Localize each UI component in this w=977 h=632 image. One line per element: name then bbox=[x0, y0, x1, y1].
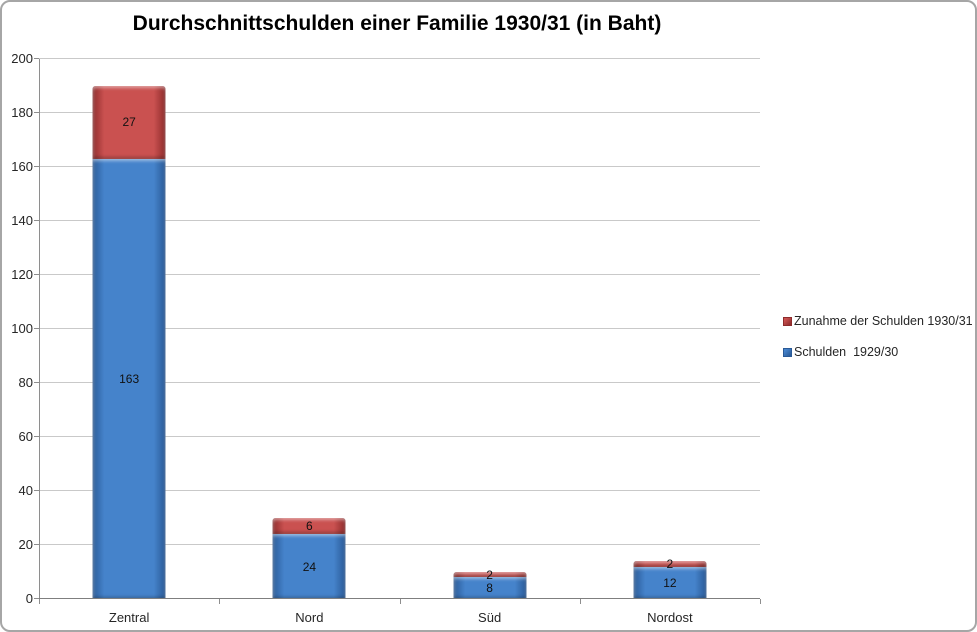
bar-segment: 8 bbox=[453, 577, 527, 599]
gridline bbox=[39, 544, 760, 545]
gridline bbox=[39, 274, 760, 275]
bar-segment: 2 bbox=[453, 569, 527, 581]
data-label: 6 bbox=[306, 519, 313, 534]
data-label: 8 bbox=[486, 581, 493, 596]
y-axis-tick bbox=[34, 274, 39, 275]
gridline bbox=[39, 436, 760, 437]
bar-segment: 12 bbox=[633, 566, 707, 599]
x-axis-tick bbox=[399, 599, 401, 604]
data-label: 163 bbox=[119, 371, 140, 386]
y-axis-tick-label: 0 bbox=[25, 591, 33, 606]
bar-segment: 6 bbox=[272, 518, 346, 535]
bar-slot: 24 6 bbox=[219, 59, 399, 599]
data-label: 27 bbox=[122, 115, 136, 130]
legend-label: Zunahme der Schulden 1930/31 bbox=[794, 314, 973, 328]
y-axis-tick bbox=[34, 598, 39, 599]
y-axis-tick bbox=[34, 328, 39, 329]
data-label: 2 bbox=[666, 556, 674, 571]
bar-segment: 27 bbox=[92, 86, 166, 159]
legend-swatch-blue-icon bbox=[783, 347, 792, 357]
y-axis-tick bbox=[34, 58, 39, 59]
x-axis-tick bbox=[760, 599, 761, 604]
x-axis-line bbox=[39, 598, 760, 599]
y-axis-tick-label: 20 bbox=[18, 537, 33, 552]
y-axis-tick-label: 200 bbox=[11, 51, 33, 66]
y-axis-tick-label: 160 bbox=[11, 159, 33, 174]
y-axis-tick bbox=[34, 436, 39, 437]
bar-segment: 2 bbox=[633, 558, 707, 570]
y-axis-tick bbox=[34, 490, 39, 491]
y-axis-tick-label: 80 bbox=[18, 375, 33, 390]
y-axis-line bbox=[39, 59, 40, 599]
x-axis-category-label: Zentral bbox=[108, 610, 150, 625]
y-axis-tick bbox=[34, 166, 39, 167]
bar-slot: 163 27 bbox=[39, 59, 219, 599]
y-axis-tick bbox=[34, 112, 39, 113]
bar-slot: 12 2 bbox=[580, 59, 760, 599]
legend-item: Zunahme der Schulden 1930/31 bbox=[783, 314, 973, 328]
x-axis-tick bbox=[39, 599, 40, 604]
y-axis-tick-label: 180 bbox=[11, 105, 33, 120]
gridline bbox=[39, 112, 760, 113]
x-axis-category-label: Süd bbox=[478, 610, 502, 625]
legend-swatch-red-icon bbox=[783, 316, 792, 326]
legend-item: Schulden 1929/30 bbox=[783, 345, 973, 359]
x-axis-tick bbox=[219, 599, 221, 604]
y-axis-tick-label: 60 bbox=[18, 429, 33, 444]
data-label: 12 bbox=[663, 575, 677, 590]
gridline bbox=[39, 328, 760, 329]
x-axis-category-label: Nordost bbox=[647, 610, 693, 625]
data-label: 2 bbox=[486, 567, 493, 582]
data-label: 24 bbox=[302, 559, 317, 574]
legend: Zunahme der Schulden 1930/31 Schulden 19… bbox=[783, 314, 973, 376]
gridline bbox=[39, 220, 760, 221]
chart-title: Durchschnittschulden einer Familie 1930/… bbox=[132, 12, 662, 35]
gridline bbox=[39, 58, 760, 59]
y-axis-tick-label: 100 bbox=[11, 321, 33, 336]
y-axis-tick bbox=[34, 220, 39, 221]
gridline bbox=[39, 490, 760, 491]
bar-segment: 163 bbox=[92, 158, 166, 599]
gridline bbox=[39, 382, 760, 383]
y-axis-tick bbox=[34, 382, 39, 383]
bar-segment: 24 bbox=[272, 534, 346, 599]
legend-label: Schulden 1929/30 bbox=[794, 345, 899, 359]
gridline bbox=[39, 166, 760, 167]
y-axis-tick-label: 120 bbox=[11, 267, 33, 282]
x-axis-tick bbox=[579, 599, 581, 604]
plot-area: 163 27 24 6 8 2 12 2 bbox=[39, 58, 760, 599]
y-axis-tick-label: 140 bbox=[11, 213, 33, 228]
x-axis-category-label: Nord bbox=[295, 610, 324, 625]
y-axis-tick bbox=[34, 544, 39, 545]
y-axis-tick-label: 40 bbox=[18, 483, 33, 498]
